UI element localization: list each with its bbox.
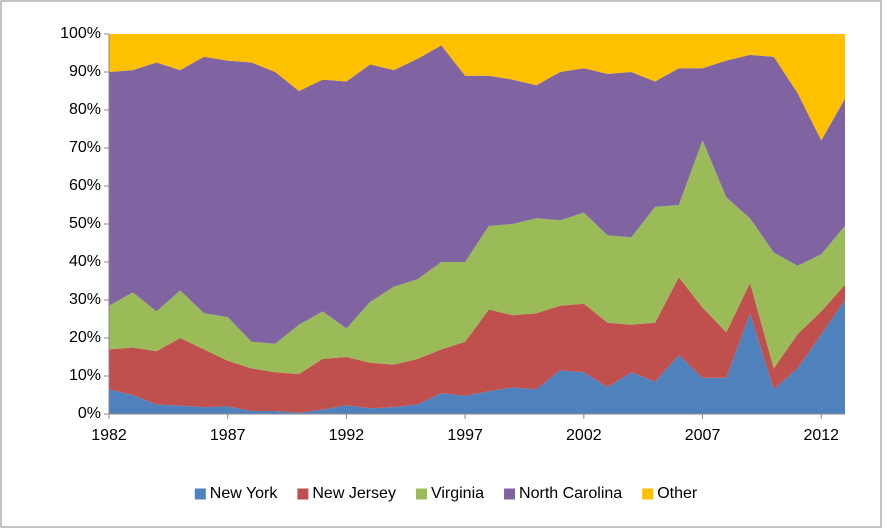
legend-swatch <box>504 488 516 500</box>
y-tick-label: 30% <box>69 291 101 308</box>
x-tick-label: 1987 <box>210 427 246 444</box>
area <box>109 277 845 413</box>
x-tick-label: 1997 <box>447 427 483 444</box>
y-tick-label: 60% <box>69 177 101 194</box>
y-tick-label: 100% <box>60 25 101 42</box>
legend-label: North Carolina <box>519 485 622 502</box>
area <box>109 300 845 414</box>
x-tick-label: 2007 <box>685 427 721 444</box>
area <box>109 140 845 375</box>
legend-label: New Jersey <box>312 485 396 502</box>
legend-label: Other <box>657 485 698 502</box>
x-tick-label: 2002 <box>566 427 602 444</box>
legend-swatch <box>642 488 654 500</box>
legend-swatch <box>415 488 427 500</box>
y-tick-label: 80% <box>69 101 101 118</box>
y-tick-label: 10% <box>69 367 101 384</box>
y-tick-label: 90% <box>69 63 101 80</box>
x-tick-label: 2012 <box>803 427 839 444</box>
x-tick-label: 1982 <box>91 427 127 444</box>
y-tick-label: 20% <box>69 329 101 346</box>
y-tick-label: 70% <box>69 139 101 156</box>
legend-swatch <box>297 488 309 500</box>
area <box>109 34 845 141</box>
y-tick-label: 40% <box>69 253 101 270</box>
y-tick-label: 50% <box>69 215 101 232</box>
x-tick-label: 1992 <box>329 427 365 444</box>
area <box>109 45 845 344</box>
legend-label: Virginia <box>431 485 484 502</box>
legend-label: New York <box>210 485 279 502</box>
legend-swatch <box>194 488 206 500</box>
y-tick-label: 0% <box>78 405 101 422</box>
